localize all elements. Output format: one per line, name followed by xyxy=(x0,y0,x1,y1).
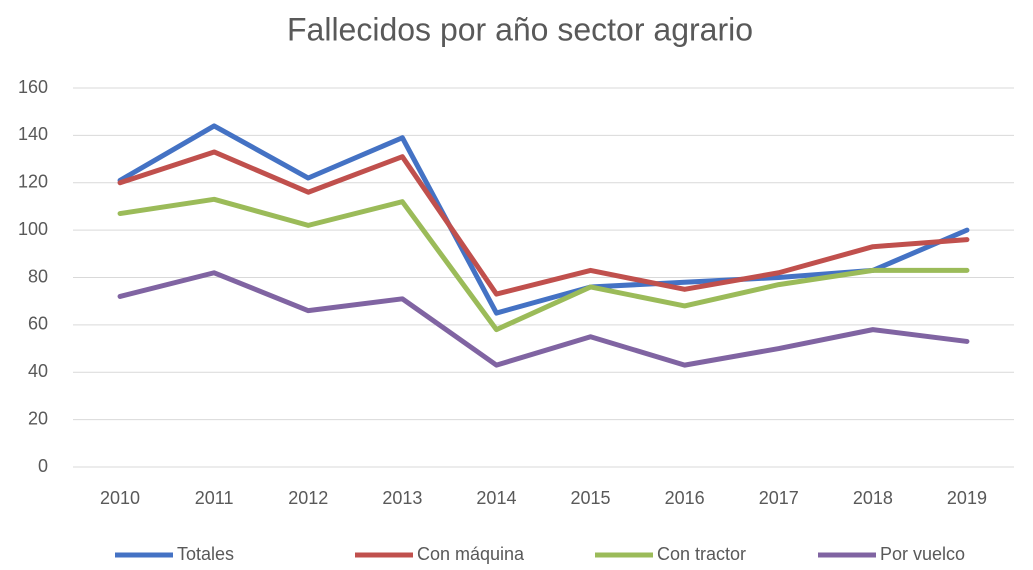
legend-label: Con máquina xyxy=(417,544,525,564)
y-tick-label: 160 xyxy=(18,77,48,97)
series-line xyxy=(117,149,970,297)
x-tick-label: 2013 xyxy=(382,488,422,508)
series-line xyxy=(117,123,970,316)
x-tick-label: 2016 xyxy=(665,488,705,508)
y-tick-label: 100 xyxy=(18,219,48,239)
x-tick-label: 2019 xyxy=(947,488,987,508)
y-tick-label: 120 xyxy=(18,172,48,192)
series-line xyxy=(117,270,970,368)
y-tick-label: 140 xyxy=(18,124,48,144)
x-tick-label: 2012 xyxy=(288,488,328,508)
x-tick-label: 2011 xyxy=(195,488,234,508)
y-tick-label: 80 xyxy=(28,266,48,286)
legend-label: Con tractor xyxy=(657,544,746,564)
y-tick-label: 60 xyxy=(28,314,48,334)
x-tick-label: 2017 xyxy=(759,488,799,508)
series-line xyxy=(117,196,970,333)
chart-title: Fallecidos por año sector agrario xyxy=(287,11,753,47)
y-tick-label: 0 xyxy=(38,456,48,476)
legend-label: Por vuelco xyxy=(880,544,965,564)
y-tick-label: 20 xyxy=(28,408,48,428)
x-tick-label: 2010 xyxy=(100,488,140,508)
x-tick-label: 2014 xyxy=(476,488,516,508)
x-tick-label: 2018 xyxy=(853,488,893,508)
y-tick-label: 40 xyxy=(28,361,48,381)
x-tick-label: 2015 xyxy=(571,488,611,508)
legend-label: Totales xyxy=(177,544,234,564)
